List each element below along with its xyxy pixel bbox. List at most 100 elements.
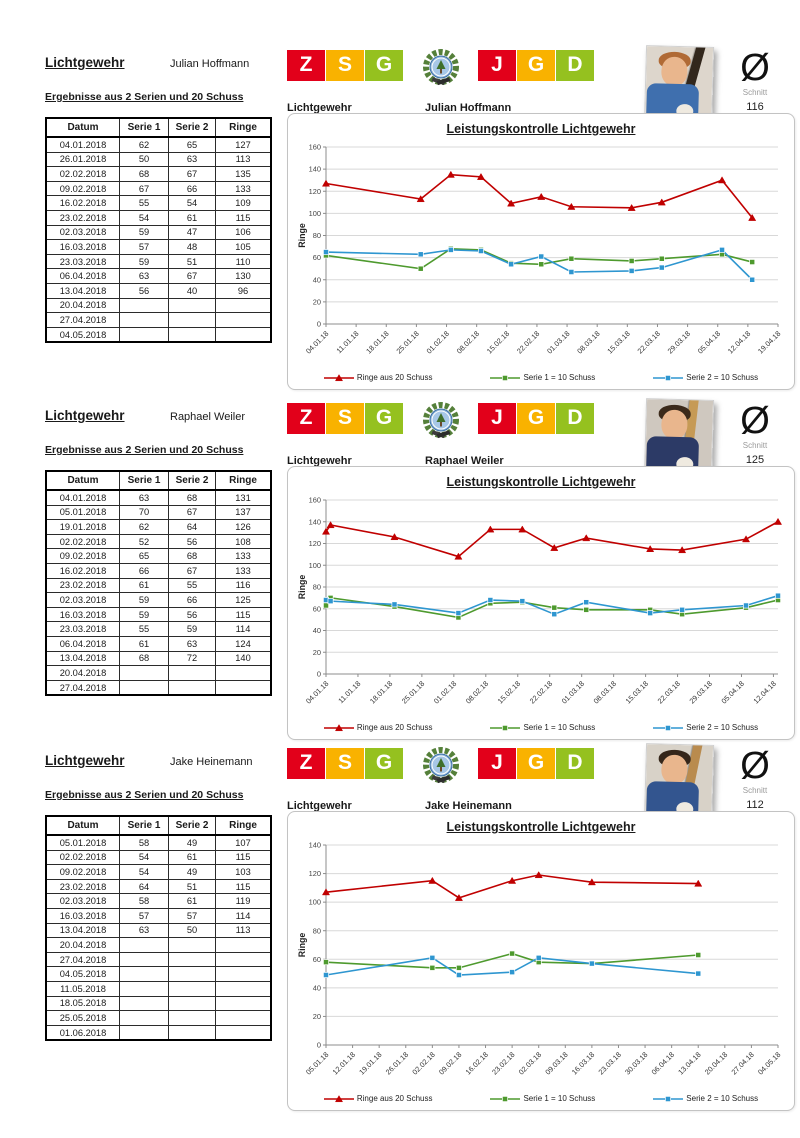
average-block: Ø Schnitt 112 xyxy=(716,747,794,811)
table-header-cell: Datum xyxy=(45,117,120,138)
svg-text:120: 120 xyxy=(309,187,321,196)
svg-text:19.01.18: 19.01.18 xyxy=(357,1050,383,1076)
section-subtitle: Ergebnisse aus 2 Serien und 20 Schuss xyxy=(45,91,244,103)
table-cell: 13.04.2018 xyxy=(45,650,120,667)
banner-letter-d: D xyxy=(556,403,594,434)
table-row: 27.04.2018 xyxy=(45,951,272,968)
table-cell: 05.01.2018 xyxy=(45,834,120,851)
table-cell: 54 xyxy=(119,209,169,226)
table-row: 16.03.2018 59 56 115 xyxy=(45,606,272,623)
svg-text:02.03.18: 02.03.18 xyxy=(517,1050,543,1076)
athlete-section: Lichtgewehr Julian Hoffmann Ergebnisse a… xyxy=(0,45,800,395)
table-cell xyxy=(119,980,169,997)
table-cell: 04.01.2018 xyxy=(45,489,120,506)
table-row: 20.04.2018 xyxy=(45,297,272,314)
table-row: 16.03.2018 57 48 105 xyxy=(45,239,272,255)
banner-athlete-label: Raphael Weiler xyxy=(425,455,504,467)
table-cell: 58 xyxy=(119,834,169,851)
svg-text:30.03.18: 30.03.18 xyxy=(623,1050,649,1076)
banner-letter-g: G xyxy=(365,748,403,779)
svg-text:05.04.18: 05.04.18 xyxy=(696,329,722,355)
table-cell: 27.04.2018 xyxy=(45,312,120,328)
banner-letter-s: S xyxy=(326,748,364,779)
svg-text:29.03.18: 29.03.18 xyxy=(666,329,692,355)
table-cell: 54 xyxy=(119,864,169,880)
table-header-cell: Ringe xyxy=(215,117,272,138)
table-cell: 68 xyxy=(168,489,216,506)
svg-text:160: 160 xyxy=(309,143,321,152)
svg-text:20: 20 xyxy=(313,1012,321,1021)
table-cell: 66 xyxy=(119,562,169,579)
svg-text:11.01.18: 11.01.18 xyxy=(336,679,362,705)
table-cell xyxy=(215,326,272,343)
table-cell: 67 xyxy=(168,166,216,182)
table-cell: 23.03.2018 xyxy=(45,621,120,637)
table-cell: 02.02.2018 xyxy=(45,849,120,866)
table-cell: 109 xyxy=(215,195,272,211)
table-cell xyxy=(215,1024,272,1041)
legend-label: Serie 2 = 10 Schuss xyxy=(686,723,759,732)
table-cell: 105 xyxy=(215,239,272,255)
table-cell xyxy=(119,297,169,314)
table-cell xyxy=(215,980,272,997)
table-cell: 96 xyxy=(215,282,272,299)
svg-text:22.02.18: 22.02.18 xyxy=(515,329,541,355)
table-cell: 63 xyxy=(119,922,169,939)
table-cell: 115 xyxy=(215,209,272,226)
legend-item: Serie 1 = 10 Schuss xyxy=(490,1094,595,1104)
table-cell: 67 xyxy=(119,180,169,197)
table-cell xyxy=(119,937,169,953)
table-cell: 54 xyxy=(168,195,216,211)
banner-discipline-label: Lichtgewehr xyxy=(287,455,352,467)
table-row: 20.04.2018 xyxy=(45,665,272,681)
table-cell: 56 xyxy=(168,533,216,550)
table-cell: 106 xyxy=(215,224,272,241)
banner-discipline-label: Lichtgewehr xyxy=(287,800,352,812)
svg-text:15.02.18: 15.02.18 xyxy=(496,679,522,705)
table-cell: 04.05.2018 xyxy=(45,326,120,343)
table-cell: 113 xyxy=(215,151,272,168)
svg-text:18.01.18: 18.01.18 xyxy=(368,679,394,705)
table-cell: 64 xyxy=(168,519,216,535)
legend-label: Serie 2 = 10 Schuss xyxy=(686,373,759,382)
table-cell: 27.04.2018 xyxy=(45,679,120,696)
average-label: Schnitt xyxy=(742,88,768,97)
table-cell: 06.04.2018 xyxy=(45,268,120,284)
table-cell xyxy=(168,665,216,681)
results-table: Datum Serie 1 Serie 2 Ringe 05.01.2018 58 49 10… xyxy=(45,815,272,1042)
table-cell xyxy=(168,1010,216,1026)
table-cell: 57 xyxy=(119,907,169,924)
table-cell: 16.03.2018 xyxy=(45,907,120,924)
table-row: 05.01.2018 58 49 107 xyxy=(45,834,272,851)
svg-text:02.02.18: 02.02.18 xyxy=(410,1050,436,1076)
table-cell: 62 xyxy=(119,519,169,535)
table-row: 09.02.2018 54 49 103 xyxy=(45,864,272,880)
performance-chart-box: Leistungskontrolle Lichtgewehr 0 20 40 60 80… xyxy=(287,811,795,1111)
table-cell xyxy=(119,665,169,681)
table-cell: 02.03.2018 xyxy=(45,592,120,608)
table-cell xyxy=(119,1024,169,1041)
performance-chart-svg: 0 20 40 60 80 100 120 140 160 04.01.18 11.01.18 18.… xyxy=(297,496,783,706)
banner-letter-d: D xyxy=(556,748,594,779)
table-cell: 13.04.2018 xyxy=(45,282,120,299)
legend-item: Serie 2 = 10 Schuss xyxy=(653,723,758,733)
svg-text:Ringe: Ringe xyxy=(297,575,307,600)
table-header-cell: Ringe xyxy=(215,815,272,836)
svg-text:160: 160 xyxy=(309,496,321,505)
average-block: Ø Schnitt 116 xyxy=(716,49,794,113)
banner-letter-g2: G xyxy=(517,50,555,81)
table-row: 02.02.2018 52 56 108 xyxy=(45,533,272,550)
svg-text:20: 20 xyxy=(313,648,321,657)
table-row: 13.04.2018 56 40 96 xyxy=(45,282,272,299)
svg-text:22.02.18: 22.02.18 xyxy=(528,679,554,705)
svg-text:01.02.18: 01.02.18 xyxy=(432,679,458,705)
table-cell: 06.04.2018 xyxy=(45,635,120,652)
table-cell: 16.03.2018 xyxy=(45,606,120,623)
club-wreath-icon xyxy=(419,745,463,792)
banner-letter-s: S xyxy=(326,50,364,81)
table-cell: 114 xyxy=(215,907,272,924)
legend-item: Serie 1 = 10 Schuss xyxy=(490,373,595,383)
table-cell: 56 xyxy=(168,606,216,623)
svg-text:15.03.18: 15.03.18 xyxy=(605,329,631,355)
